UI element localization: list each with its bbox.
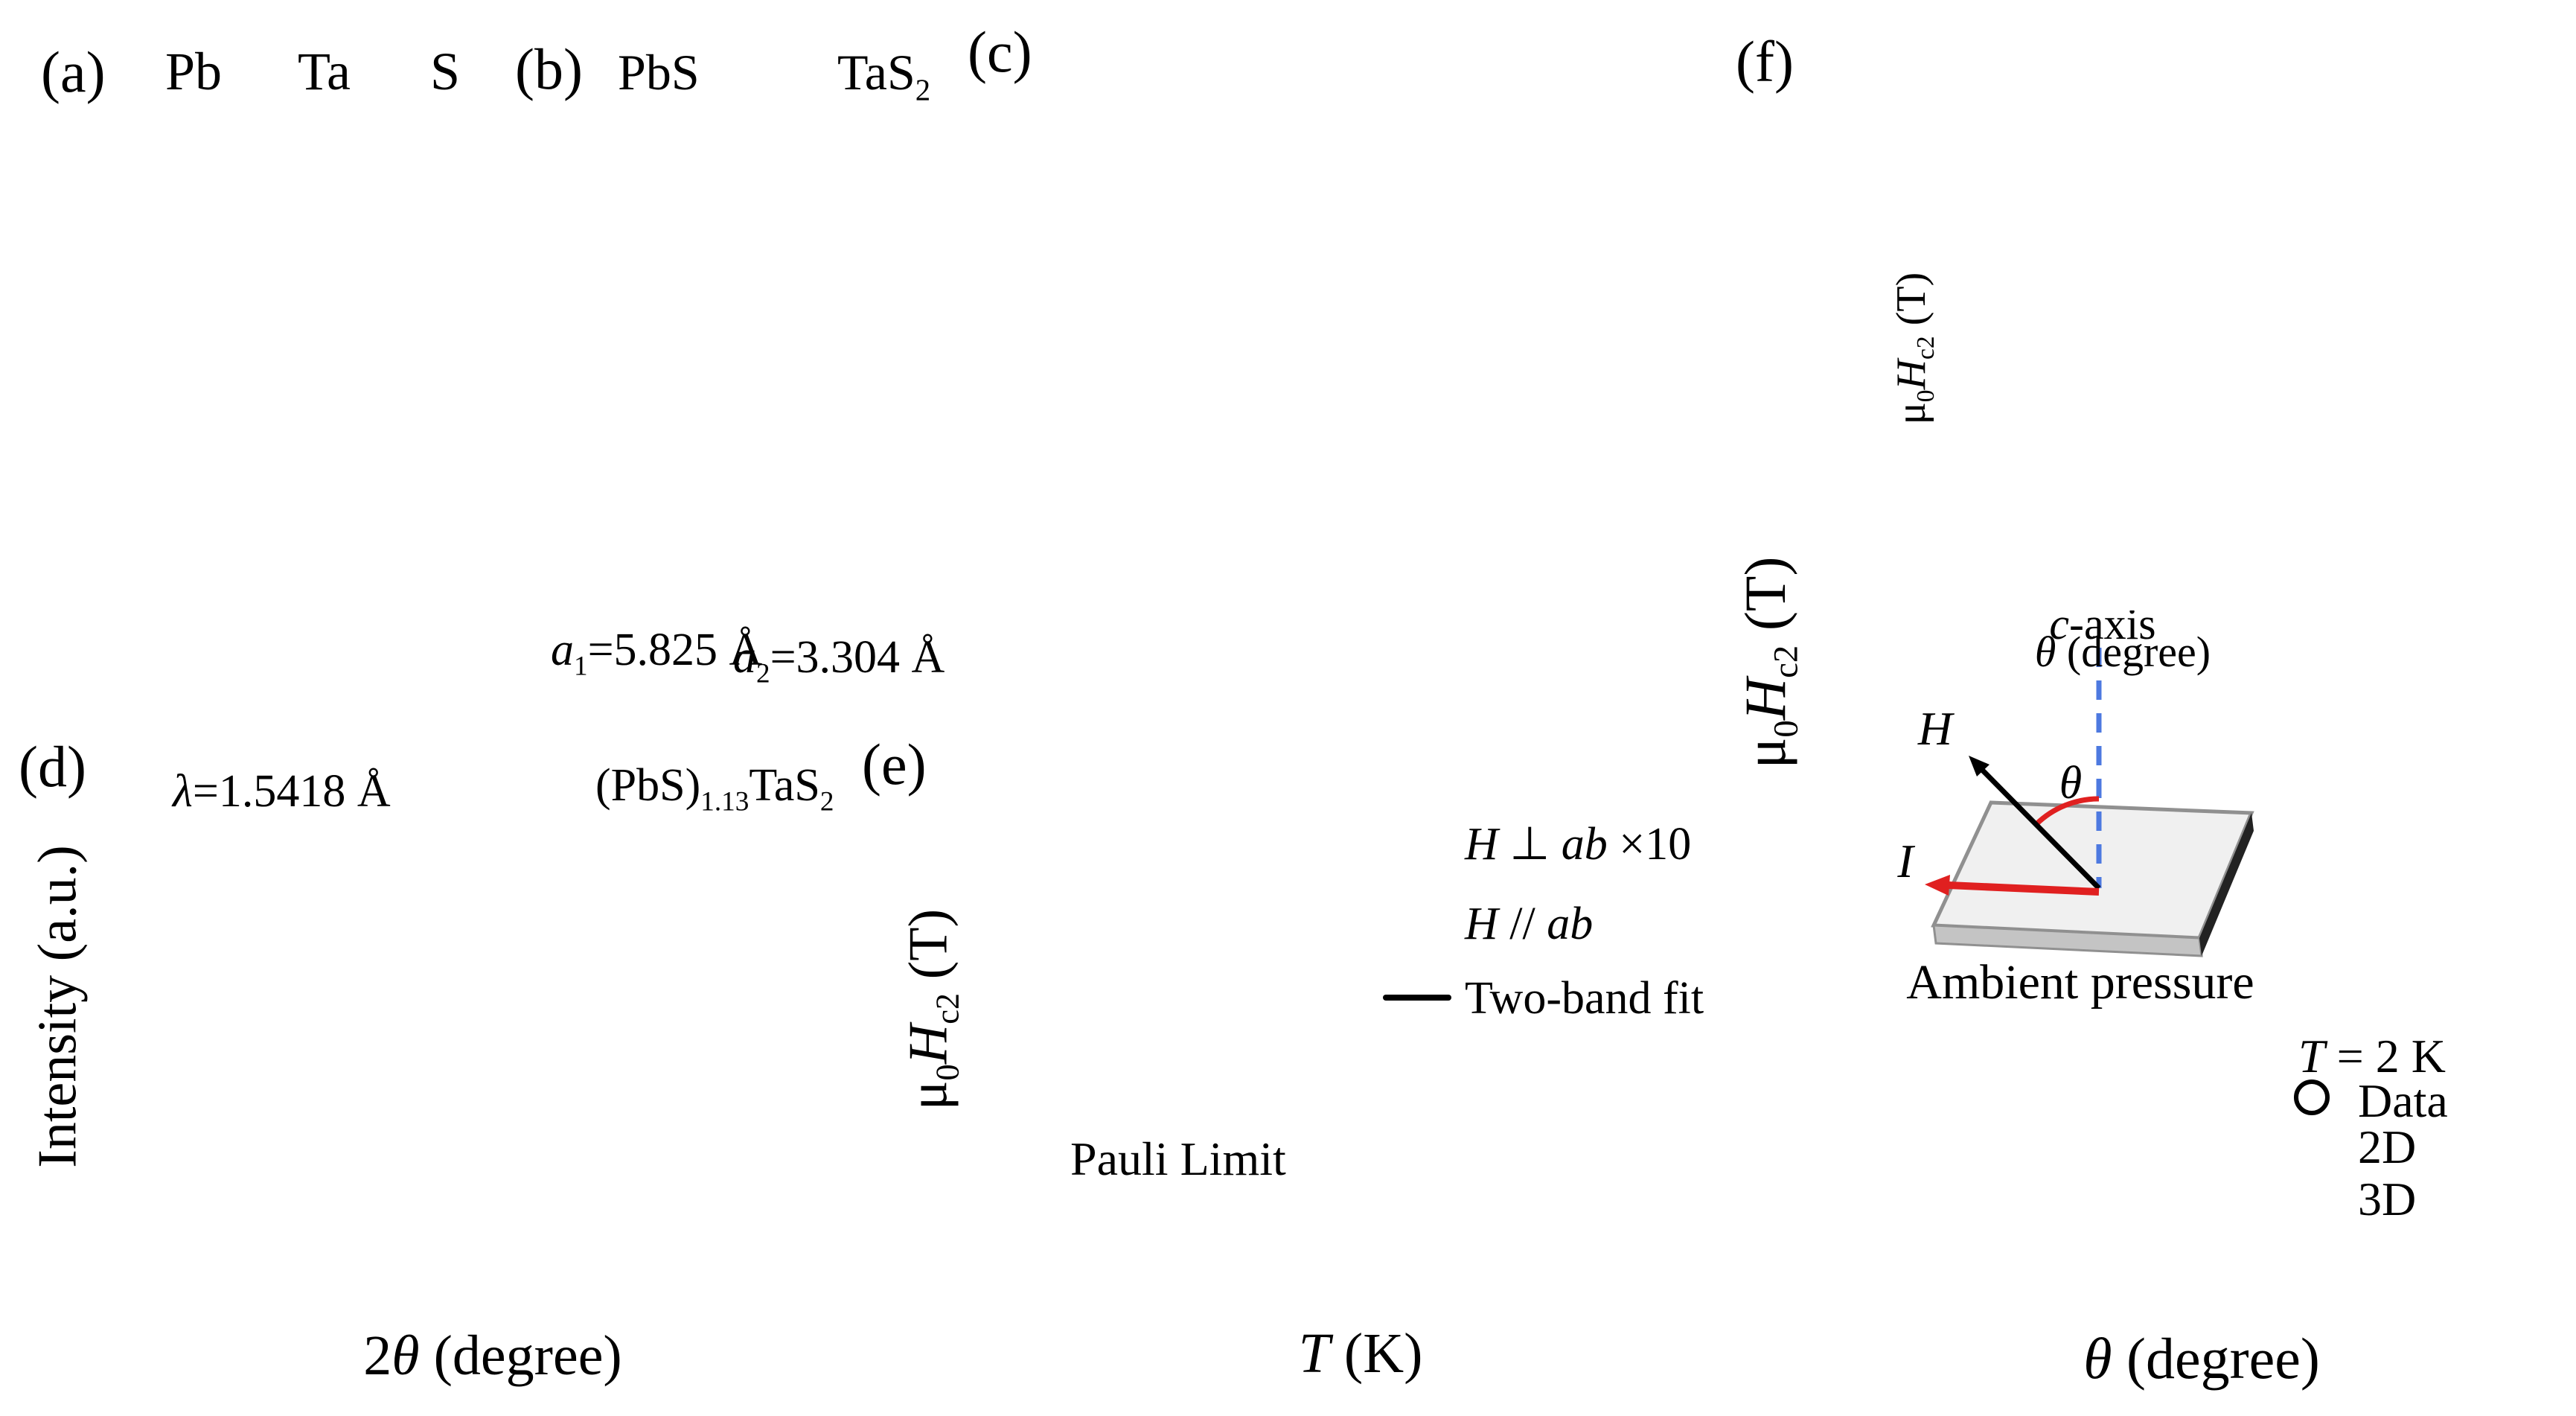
f-legend-3d: 3D	[2358, 1173, 2417, 1225]
c-layer2-label: PbS	[1503, 169, 1581, 222]
legend-pb: Pb	[165, 42, 223, 101]
spacing-arrow-up-shaft	[1258, 290, 1263, 323]
temperature-label: T = 2 K	[2298, 1030, 2446, 1082]
legend-fitline-marker	[1383, 995, 1451, 1001]
spacing-line-bottom	[1207, 418, 1313, 424]
legend-3d-line	[2264, 1196, 2348, 1202]
f-inset-xlabel: θ (degree)	[2034, 628, 2211, 676]
c-axis-label: c-axis	[2049, 610, 2155, 648]
sample-plate-side	[2199, 813, 2254, 956]
f-legend-data: Data	[2358, 1074, 2448, 1127]
H-arrow-head	[1969, 756, 1989, 776]
e-ylabel: μ0Hc2 (T)	[898, 908, 966, 1111]
s-atom-icon	[396, 61, 411, 76]
sample-plate-top	[1931, 800, 2254, 940]
c-layer1-label: H-TaS2	[1503, 95, 1642, 154]
f-inset-ylabel: μ0Hc2 (T)	[1888, 272, 1940, 425]
I-label: I	[1896, 835, 1915, 887]
field-angle-schematic: c-axis H θ I	[1896, 610, 2254, 957]
legend-square-marker	[1404, 823, 1435, 855]
legend-circle-marker	[1402, 902, 1436, 937]
e-legend-3: Two-band fit	[1465, 973, 1704, 1024]
panel-label-d: (d)	[19, 734, 86, 799]
pb-atom-icon	[121, 54, 149, 82]
panel-label-c: (c)	[968, 19, 1032, 84]
I-arrow-shaft	[1948, 881, 2100, 896]
stem-image	[1033, 42, 1721, 674]
scale-bar-label: 1 nm	[1556, 558, 1649, 608]
e-xlabel: T (K)	[1298, 1322, 1423, 1385]
panel-label-b: (b)	[515, 36, 583, 101]
e-legend-2: H // ab	[1465, 899, 1594, 949]
f-ylabel: μ0Hc2 (T)	[1733, 556, 1806, 769]
theta-arc	[2034, 796, 2100, 826]
legend-ta: Ta	[298, 42, 351, 101]
ambient-pressure-label: Ambient pressure	[1906, 955, 2254, 1010]
theta-label: θ	[2059, 758, 2082, 809]
spacing-value: 1.21 nm	[1186, 327, 1337, 377]
scale-bar	[1547, 618, 1667, 625]
panel-label-f: (f)	[1736, 29, 1794, 94]
legend-data-marker	[2294, 1079, 2330, 1115]
ta-atom-icon	[259, 57, 281, 79]
spacing-arrow-down-shaft	[1258, 380, 1263, 402]
spacing-line-top	[1207, 267, 1313, 272]
H-label: H	[1917, 702, 1955, 755]
d-ylabel: Intensity (a.u.)	[27, 845, 89, 1168]
b-title-pbs: PbS	[618, 44, 700, 101]
bracket-pbs	[1456, 165, 1485, 234]
f-xlabel: θ (degree)	[2083, 1326, 2320, 1391]
e-legend-1: H ⊥ ab ×10	[1465, 819, 1692, 870]
b-title-tas2: TaS2	[837, 44, 931, 107]
formula-label: (PbS)1.13TaS2	[595, 760, 834, 817]
panel-label-e: (e)	[862, 732, 927, 797]
legend-2d-line	[2264, 1144, 2348, 1150]
spacing-arrow-up-icon	[1249, 274, 1271, 290]
f-legend-2d: 2D	[2358, 1120, 2417, 1173]
a2-lattice-label: a2=3.304 Å	[733, 632, 945, 689]
legend-s: S	[430, 42, 461, 101]
I-arrow-head	[1925, 875, 1950, 896]
spacing-arrow-down-icon	[1249, 402, 1271, 418]
bracket-tas2	[1456, 92, 1485, 161]
H-arrow-shaft	[1981, 768, 2101, 890]
wavelength-label: λ=1.5418 Å	[173, 766, 391, 817]
pauli-limit-label: Pauli Limit	[1070, 1132, 1286, 1185]
sample-photo	[588, 823, 796, 1098]
panel-label-a: (a)	[41, 39, 106, 104]
a1-lattice-label: a1=5.825 Å	[551, 625, 763, 682]
d-xlabel: 2θ (degree)	[363, 1324, 622, 1387]
